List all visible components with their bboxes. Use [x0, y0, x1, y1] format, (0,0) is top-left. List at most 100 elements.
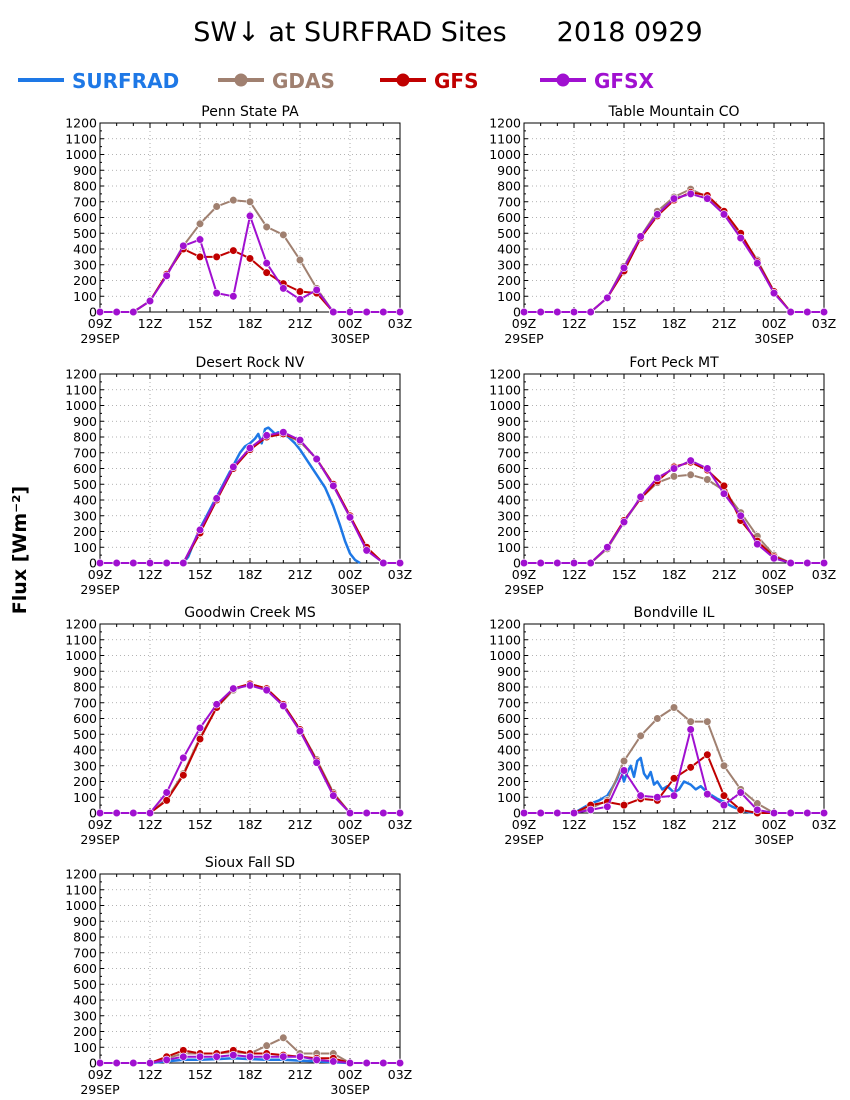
data-point [803, 307, 812, 317]
data-point [669, 703, 679, 712]
y-tick-label: 600 [73, 461, 97, 476]
x-tick-label: 18Z [662, 817, 686, 832]
data-point [379, 558, 388, 568]
data-point [636, 731, 645, 740]
data-point [736, 788, 745, 797]
data-point [636, 492, 645, 501]
data-point [195, 219, 205, 228]
panel-fort-peck-mt: Fort Peck MT 0100200300400500600700800900… [489, 355, 836, 597]
data-point [329, 481, 338, 490]
y-tick-label: 600 [73, 711, 97, 726]
legend-marker [396, 73, 410, 87]
panel-title: Fort Peck MT [629, 355, 719, 371]
data-point [769, 289, 779, 298]
y-tick-label: 1100 [65, 632, 97, 647]
data-point [536, 558, 545, 568]
data-point [703, 464, 712, 473]
data-point [603, 802, 612, 811]
data-point [703, 789, 712, 799]
y-tick-label: 800 [73, 430, 97, 445]
data-point [245, 443, 255, 453]
x-tick-label: 15Z [612, 817, 636, 832]
y-tick-label: 100 [73, 289, 97, 304]
data-point [279, 428, 288, 437]
data-point [703, 194, 712, 203]
series-gfsx [95, 428, 405, 568]
x-date-label: 30SEP [754, 331, 794, 346]
y-tick-label: 800 [73, 930, 97, 945]
panel-goodwin-creek-ms: Goodwin Creek MS 010020030040050060070080… [65, 605, 412, 847]
x-tick-label: 09Z [512, 567, 536, 582]
series-surfrad [182, 426, 361, 565]
y-tick-label: 700 [73, 695, 97, 710]
x-date-label: 29SEP [504, 582, 544, 597]
data-point [379, 307, 388, 317]
y-tick-label: 800 [73, 179, 97, 194]
x-date-label: 29SEP [80, 832, 120, 847]
data-point [95, 808, 105, 818]
x-tick-label: 21Z [712, 316, 736, 331]
x-tick-label: 03Z [812, 316, 836, 331]
data-point [519, 307, 529, 317]
x-tick-label: 21Z [288, 1067, 312, 1082]
data-point [819, 808, 829, 818]
x-date-label: 30SEP [754, 582, 794, 597]
figure-title: SW↓ at SURFRAD Sites 2018 0929 [193, 17, 702, 48]
data-point [262, 222, 271, 232]
data-point [753, 805, 762, 814]
data-point [262, 259, 271, 268]
y-tick-label: 200 [73, 273, 97, 288]
data-point [395, 307, 405, 317]
data-point [669, 464, 679, 473]
y-tick-label: 1200 [489, 617, 521, 632]
y-tick-label: 400 [73, 493, 97, 508]
data-point [669, 791, 679, 800]
data-point [329, 791, 338, 800]
data-point [162, 788, 171, 797]
y-tick-label: 1200 [65, 367, 97, 382]
data-point [395, 558, 405, 568]
y-tick-label: 500 [73, 226, 97, 241]
data-point [719, 761, 729, 770]
data-point [295, 295, 305, 304]
y-tick-label: 100 [73, 540, 97, 555]
y-tick-label: 100 [73, 790, 97, 805]
data-point [145, 1058, 155, 1068]
y-tick-label: 200 [73, 524, 97, 539]
y-tick-label: 400 [73, 743, 97, 758]
data-point [686, 470, 695, 479]
data-point [195, 1052, 205, 1061]
panel-desert-rock-nv: Desert Rock NV 01002003004005006007008009… [65, 355, 412, 597]
y-tick-label: 500 [73, 477, 97, 492]
data-point [719, 801, 729, 810]
y-tick-label: 900 [497, 163, 521, 178]
panel-table-mountain-co: Table Mountain CO 01002003004005006007008… [489, 104, 836, 346]
legend-item-surfrad: SURFRAD [18, 69, 179, 93]
x-tick-label: 12Z [138, 1067, 162, 1082]
panel-bondville-il: Bondville IL 0100200300400500600700800900… [489, 605, 836, 847]
data-point [636, 232, 645, 241]
data-point [229, 246, 238, 255]
legend-label: GFSX [594, 69, 654, 93]
x-date-label: 29SEP [80, 1082, 120, 1097]
data-point [229, 462, 238, 472]
x-tick-label: 18Z [238, 817, 262, 832]
x-date-label: 29SEP [504, 832, 544, 847]
x-tick-label: 00Z [338, 817, 362, 832]
data-point [329, 307, 338, 317]
y-tick-label: 1000 [489, 648, 521, 663]
y-tick-label: 1200 [489, 367, 521, 382]
data-point [245, 197, 255, 206]
data-point [345, 808, 355, 818]
data-point [619, 756, 629, 766]
data-point [619, 766, 629, 775]
y-tick-label: 800 [497, 179, 521, 194]
data-point [769, 554, 779, 563]
data-point [619, 517, 629, 527]
data-point [162, 558, 171, 568]
data-point [162, 1055, 171, 1064]
data-point [686, 189, 695, 198]
y-tick-label: 700 [497, 194, 521, 209]
data-point [329, 1057, 338, 1066]
data-point [295, 726, 305, 736]
